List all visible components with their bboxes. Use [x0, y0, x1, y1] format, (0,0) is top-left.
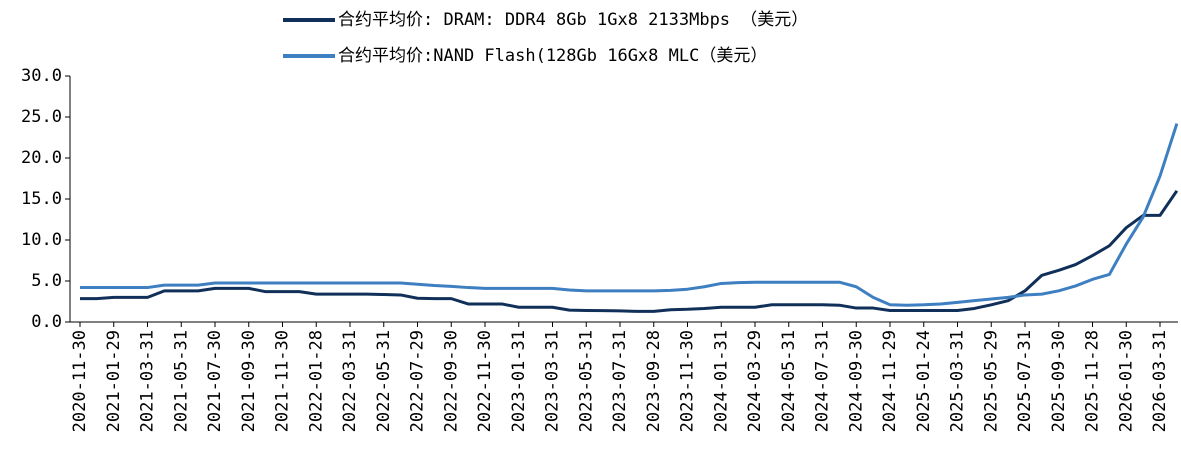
x-tick-label: 2022-03-31 [340, 330, 360, 432]
x-tick-label: 2023-05-31 [576, 330, 596, 432]
x-tick-label: 2022-11-30 [475, 330, 495, 432]
x-tick-label: 2024-09-30 [846, 330, 866, 432]
x-tick-label: 2025-11-28 [1083, 330, 1103, 432]
y-tick-label: 30.0 [21, 66, 62, 86]
y-tick-label: 15.0 [21, 189, 62, 209]
x-tick-label: 2023-09-28 [644, 330, 664, 432]
y-tick-label: 5.0 [31, 271, 62, 291]
x-tick-label: 2022-01-28 [306, 330, 326, 432]
x-tick-label: 2024-07-31 [813, 330, 833, 432]
x-tick-label: 2023-11-30 [678, 330, 698, 432]
y-tick-label: 20.0 [21, 148, 62, 168]
series-line [80, 189, 1179, 313]
x-tick-label: 2024-05-31 [779, 330, 799, 432]
x-tick-label: 2022-07-29 [408, 330, 428, 432]
x-tick-label: 2021-11-30 [273, 330, 293, 432]
x-tick-label: 2021-09-30 [239, 330, 259, 432]
x-tick-label: 2023-07-31 [610, 330, 630, 432]
x-tick-label: 2025-03-31 [948, 330, 968, 432]
y-tick-label: 10.0 [21, 230, 62, 250]
legend-label: 合约平均价:NAND Flash(128Gb 16Gx8 MLC（美元） [338, 46, 767, 66]
x-tick-label: 2023-01-31 [509, 330, 529, 432]
x-tick-label: 2024-03-29 [745, 330, 765, 432]
x-tick-label: 2021-05-31 [171, 330, 191, 432]
x-tick-label: 2022-09-30 [441, 330, 461, 432]
x-tick-label: 2025-05-29 [981, 330, 1001, 432]
y-tick-label: 0.0 [31, 312, 62, 332]
x-tick-label: 2021-03-31 [138, 330, 158, 432]
x-tick-label: 2025-09-30 [1049, 330, 1069, 432]
x-tick-label: 2025-07-31 [1015, 330, 1035, 432]
x-tick-label: 2026-03-31 [1150, 330, 1170, 432]
x-tick-label: 2021-07-30 [205, 330, 225, 432]
x-tick-label: 2022-05-31 [374, 330, 394, 432]
x-tick-label: 2024-11-29 [880, 330, 900, 432]
series-line [80, 123, 1179, 307]
x-tick-label: 2024-01-31 [711, 330, 731, 432]
x-tick-label: 2023-03-31 [543, 330, 563, 432]
x-tick-label: 2026-01-30 [1116, 330, 1136, 432]
legend-label: 合约平均价: DRAM: DDR4 8Gb 1Gx8 2133Mbps （美元） [338, 10, 808, 30]
x-tick-label: 2025-01-24 [914, 330, 934, 432]
y-tick-label: 25.0 [21, 107, 62, 127]
x-tick-label: 2020-11-30 [70, 330, 90, 432]
x-tick-label: 2021-01-29 [104, 330, 124, 432]
